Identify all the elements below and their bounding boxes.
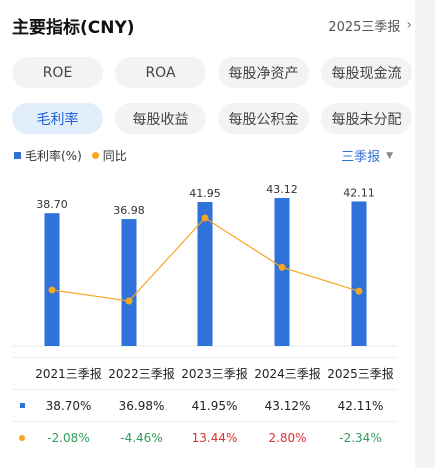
tab-reserve-per-share[interactable]: 每股公积金 bbox=[218, 103, 309, 134]
bar[interactable] bbox=[274, 198, 290, 346]
tab-roe[interactable]: ROE bbox=[12, 57, 103, 88]
legend-line-swatch bbox=[91, 152, 99, 159]
table-cell: 2.80% bbox=[268, 430, 307, 445]
table-cell: 42.11% bbox=[337, 398, 384, 413]
tab-undistributed-per-share[interactable]: 每股未分配 bbox=[321, 103, 412, 134]
bar-value-label: 41.95 bbox=[189, 187, 221, 200]
gross-margin-chart: 38.70 36.98 41.95 43.12 42.11 bbox=[12, 183, 397, 347]
table-header-cell: 2021三季报 bbox=[35, 367, 102, 381]
indicator-tabs-row1: ROE ROA 每股净资产 每股现金流 bbox=[12, 57, 412, 88]
line-series-marker bbox=[19, 434, 25, 441]
row-marker bbox=[12, 434, 32, 441]
period-link[interactable]: 2025三季报 › bbox=[328, 16, 412, 35]
yoy-point[interactable] bbox=[278, 263, 286, 271]
tab-eps[interactable]: 每股收益 bbox=[115, 103, 206, 134]
page-title: 主要指标(CNY) bbox=[12, 17, 135, 38]
side-rail bbox=[415, 0, 435, 468]
table-row-gross-margin: 38.70% 36.98% 41.95% 43.12% 42.11% bbox=[12, 389, 397, 421]
table-row-yoy: -2.08% -4.46% 13.44% 2.80% -2.34% bbox=[12, 421, 397, 453]
bar-value-label: 38.70 bbox=[36, 198, 68, 211]
tab-roa[interactable]: ROA bbox=[115, 57, 206, 88]
table-cell: -4.46% bbox=[120, 430, 163, 445]
header: 主要指标(CNY) 2025三季报 › bbox=[12, 10, 412, 40]
bar[interactable] bbox=[121, 219, 137, 346]
yoy-point[interactable] bbox=[201, 214, 209, 222]
period-select-label: 三季报 bbox=[341, 150, 381, 165]
tab-gross-margin[interactable]: 毛利率 bbox=[12, 103, 103, 134]
legend-bar-label: 毛利率(%) bbox=[25, 149, 82, 163]
yoy-point[interactable] bbox=[48, 286, 56, 294]
table-cell: -2.08% bbox=[47, 430, 90, 445]
table-cell: 36.98% bbox=[118, 398, 165, 413]
table-header-cell: 2025三季报 bbox=[327, 367, 394, 381]
indicator-tabs-row2: 毛利率 每股收益 每股公积金 每股未分配 bbox=[12, 103, 412, 134]
legend-bar-swatch bbox=[14, 152, 21, 159]
table-cell: 13.44% bbox=[191, 430, 238, 445]
period-link-label: 2025三季报 bbox=[328, 19, 401, 35]
table-cell: 41.95% bbox=[191, 398, 238, 413]
bar-value-label: 42.11 bbox=[343, 186, 375, 199]
caret-down-icon: ▼ bbox=[386, 150, 393, 161]
row-marker bbox=[12, 403, 32, 408]
table-cell: 43.12% bbox=[264, 398, 311, 413]
bar-series-marker bbox=[19, 403, 25, 408]
data-table: 2021三季报 2022三季报 2023三季报 2024三季报 2025三季报 … bbox=[12, 357, 397, 453]
table-cell: -2.34% bbox=[339, 430, 382, 445]
bar[interactable] bbox=[351, 201, 367, 346]
table-header-cell: 2024三季报 bbox=[254, 367, 321, 381]
yoy-point[interactable] bbox=[125, 297, 133, 305]
bar[interactable] bbox=[197, 202, 213, 346]
table-header-cell: 2022三季报 bbox=[108, 367, 175, 381]
table-cell: 38.70% bbox=[45, 398, 92, 413]
period-select[interactable]: 三季报 ▼ bbox=[341, 146, 393, 165]
table-header-row: 2021三季报 2022三季报 2023三季报 2024三季报 2025三季报 bbox=[12, 357, 397, 389]
bar[interactable] bbox=[44, 213, 60, 346]
table-header-cell: 2023三季报 bbox=[181, 367, 248, 381]
yoy-point[interactable] bbox=[355, 287, 363, 295]
chart-legend: 毛利率(%) 同比 bbox=[14, 147, 127, 164]
chevron-right-icon: › bbox=[406, 17, 412, 33]
bar-value-label: 43.12 bbox=[266, 183, 298, 196]
tab-net-assets-per-share[interactable]: 每股净资产 bbox=[218, 57, 309, 88]
bar-value-label: 36.98 bbox=[113, 204, 145, 217]
legend-line-label: 同比 bbox=[102, 149, 127, 163]
tab-cash-flow-per-share[interactable]: 每股现金流 bbox=[321, 57, 412, 88]
